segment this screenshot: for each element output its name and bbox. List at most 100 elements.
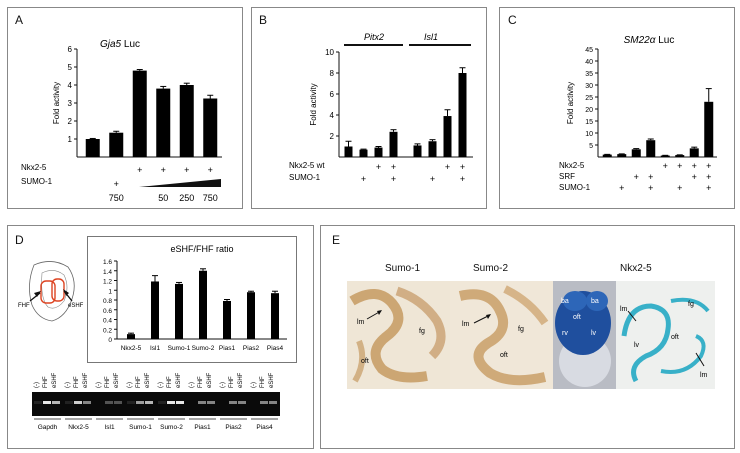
bar [675,155,685,157]
y-tick-label: 35 [585,71,593,78]
label-oft: oft [361,358,369,365]
srf-plus: + [692,172,697,182]
nkx25-plus: + [677,161,682,171]
gel-group-label: Gapdh [38,424,58,431]
bar [179,85,194,157]
gel-lane-label: (-) [65,382,71,388]
panel-c-letter: C [508,13,517,27]
lm-arrow [627,310,637,322]
panel-c-row1-label: Nkx2-5 [559,161,585,170]
panel-b [251,7,487,209]
gel-lane-label: eSHF [114,372,120,388]
gel-group-label: Pias1 [194,424,211,431]
heart-stain-highlight [586,291,608,311]
gel-lane-label: (-) [34,382,40,388]
y-tick-label: 25 [585,95,593,102]
x-tick-label: Sumo-2 [192,345,215,352]
x-tick-label: Nkx2-5 [121,345,142,352]
fhf-label: FHF [18,303,30,309]
lm-arrowhead [377,310,382,315]
gel-band [83,401,91,404]
srf-plus: + [706,172,711,182]
y-tick-label: 45 [585,47,593,54]
gel-band [207,401,215,404]
y-tick-label: 6 [68,45,73,54]
panel-a-row1-label: Nkx2-5 [21,163,47,172]
y-tick-label: 20 [585,107,593,114]
gel-lane-label: (-) [96,382,102,388]
eshf-label: eSHF [68,303,84,309]
tissue-band [503,285,549,326]
gel-group-label: Pias4 [256,424,273,431]
srf-plus: + [648,172,653,182]
y-tick-label: 5 [589,143,593,150]
tissue-band [670,297,710,313]
panel-a-row2-label: SUMO-1 [21,177,53,186]
srf-plus: + [634,172,639,182]
gel-group-label: Isl1 [104,424,115,431]
sumo1-plus: + [706,183,711,193]
gel-lane-label: FHF [105,376,111,388]
gel-band [167,401,175,404]
panel-e-photo-nkx25-wholemount: ba ba oft rv lv [553,281,616,389]
y-tick-label: 4 [68,81,73,90]
sumo1-plus: + [648,183,653,193]
label-ba-left: ba [561,298,569,305]
heart-stain-highlight [563,291,587,311]
label-lm: lm [357,319,365,326]
y-tick-label: 1 [68,135,73,144]
panel-b-chart: Pitx2 Isl1 Nkx2-5 wt SUMO-1 2 4 6 8 10 Fold a… [289,32,473,184]
y-tick-label: 1.6 [103,259,112,266]
nkx25-plus: + [376,162,381,172]
tissue-band [621,303,671,383]
gel-lane-label: eSHF [145,372,151,388]
bar [271,293,279,339]
nkx25-plus: + [692,161,697,171]
panel-a-title: Gja5 Luc [100,39,140,50]
gel-band [269,401,277,404]
gel-band [105,401,113,404]
panel-a-dose-wedge [139,179,221,187]
label-ba-right: ba [591,298,599,305]
y-tick-label: 0.4 [103,318,112,325]
gel-lane-label: (-) [251,382,257,388]
bar [689,148,699,157]
bar [247,292,255,339]
label-rv: rv [562,330,568,337]
bar [660,155,670,157]
y-tick-label: 0 [108,337,112,344]
bar [156,88,171,157]
nkx25-plus: + [445,162,450,172]
panel-d-chart-box [87,236,297,363]
gel-lane-label: eSHF [83,372,89,388]
y-tick-label: 10 [585,131,593,138]
x-tick-label: Sumo-1 [168,345,191,352]
fhf-region [40,280,56,304]
gel-band [136,401,144,404]
panel-c-row3-label: SUMO-1 [559,183,591,192]
label-lv: lv [591,330,597,337]
label-lm: lm [700,372,708,379]
y-tick-label: 1 [108,288,112,295]
sumo1-dose-label: 750 [203,193,218,203]
gel-band [74,401,82,404]
gel-lane-label: eSHF [176,372,182,388]
bar [389,131,398,157]
y-tick-label: 1.2 [103,279,112,286]
gel-group-label: Sumo-2 [160,424,183,431]
label-fg: fg [518,326,524,333]
lm-arrowhead [486,314,491,319]
tissue-band [458,289,547,386]
gel-band [238,401,246,404]
x-tick-label: Pias1 [219,345,236,352]
sumo1-dose-label: 250 [179,193,194,203]
gel-lane-label: (-) [220,382,226,388]
heart-inner-outline [41,270,68,309]
label-lm: lm [462,321,470,328]
gel-band [176,401,184,404]
x-tick-label: Isl1 [150,345,161,352]
sumo1-plus: + [460,174,465,184]
nkx25-plus: + [137,165,142,175]
bar [646,140,656,157]
